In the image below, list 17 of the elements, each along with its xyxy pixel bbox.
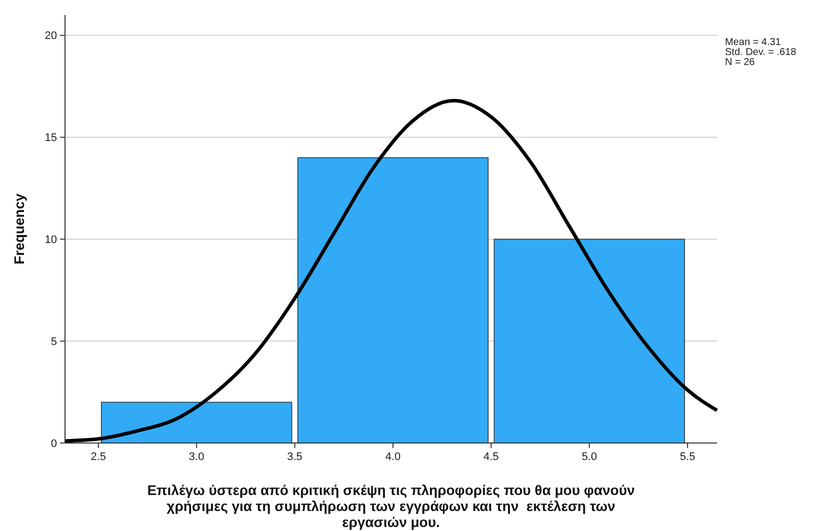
y-tick-label: 0	[50, 438, 57, 450]
text: N = 26	[725, 57, 756, 68]
y-tick-label: 10	[44, 234, 57, 246]
x-tick-label: 2.5	[90, 451, 106, 463]
text: Mean = 4.31	[725, 37, 782, 48]
text: Std. Dev. = .618	[725, 47, 797, 58]
y-axis-title: Frequency	[11, 193, 27, 264]
x-tick-label: 4.0	[385, 451, 401, 463]
y-tick-label: 15	[44, 132, 57, 144]
x-tick-label: 5.5	[680, 451, 696, 463]
x-tick-label: 4.5	[484, 451, 499, 463]
x-tick-label: 3.0	[188, 451, 204, 463]
x-axis-title: Επιλέγω ύστερα από κριτική σκέψη τις πληροφορίες που θα μου φανούν χρήσιμες για τη συμπλήρωση των εγγράφων και την εκτέλεση των εργασιών μου.	[147, 482, 635, 530]
y-tick-label: 20	[44, 30, 57, 42]
x-tick-label: 5.0	[582, 451, 597, 463]
x-tick-label: 3.5	[287, 451, 302, 463]
y-tick-label: 5	[50, 336, 57, 348]
